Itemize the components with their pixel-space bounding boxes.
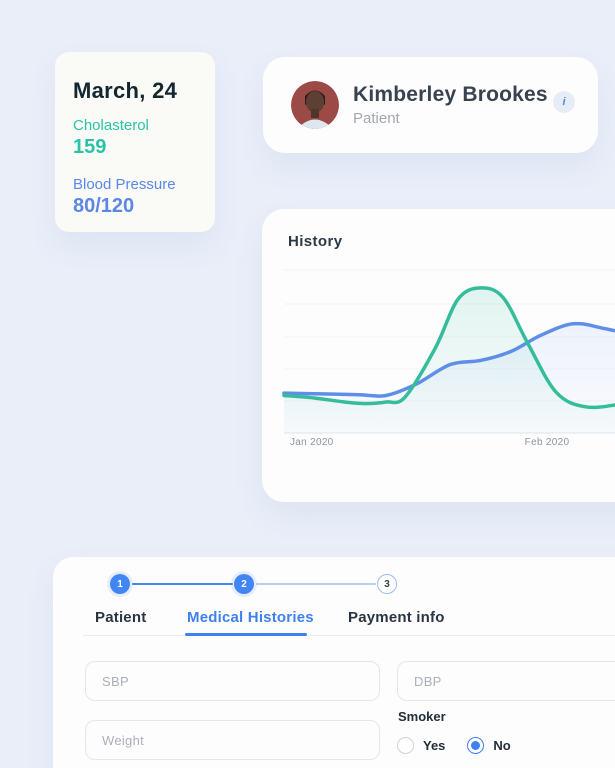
patient-card: Kimberley Brookes Patient i <box>263 57 598 153</box>
step-3[interactable]: 3 <box>377 574 397 594</box>
dbp-input[interactable] <box>397 661 615 701</box>
radio-yes-label[interactable]: Yes <box>423 738 446 753</box>
cholesterol-label: Cholasterol <box>73 117 149 134</box>
x-axis-label-feb: Feb 2020 <box>524 437 570 448</box>
step-connector-1 <box>132 583 233 585</box>
info-icon[interactable]: i <box>553 91 575 113</box>
chart-title: History <box>288 233 343 250</box>
patient-role: Patient <box>353 110 400 127</box>
history-card: History Jan 2020 Feb 2020 <box>262 209 615 502</box>
radio-no-dot <box>471 741 481 750</box>
smoker-label: Smoker <box>398 709 446 724</box>
step-connector-2 <box>256 583 376 585</box>
radio-no[interactable] <box>467 737 485 754</box>
cholesterol-value: 159 <box>73 136 107 158</box>
step-1[interactable]: 1 <box>110 574 130 594</box>
tab-patient[interactable]: Patient <box>95 609 147 626</box>
patient-meta: Kimberley Brookes Patient <box>353 83 548 127</box>
avatar <box>291 81 339 129</box>
x-axis-label-jan: Jan 2020 <box>290 437 334 448</box>
blood-pressure-metric: Blood Pressure 80/120 <box>73 176 201 218</box>
form-card: 1 2 3 Patient Medical Histories Payment … <box>53 557 615 768</box>
step-2[interactable]: 2 <box>234 574 254 594</box>
date-heading: March, 24 <box>73 78 178 103</box>
cholesterol-metric: Cholasterol 159 <box>73 117 201 159</box>
weight-input[interactable] <box>85 720 380 760</box>
blood-pressure-value: 80/120 <box>73 195 135 217</box>
radio-no-label[interactable]: No <box>493 738 511 753</box>
sbp-input[interactable] <box>85 661 380 701</box>
tab-payment-info[interactable]: Payment info <box>348 609 445 626</box>
stat-card: March, 24 Cholasterol 159 Blood Pressure… <box>55 52 215 232</box>
tab-divider <box>83 635 615 636</box>
tab-medical-histories[interactable]: Medical Histories <box>187 609 314 626</box>
smoker-radio-group: Yes No <box>397 737 533 754</box>
line-chart <box>282 269 615 434</box>
blood-pressure-label: Blood Pressure <box>73 176 176 193</box>
patient-name: Kimberley Brookes <box>353 83 548 106</box>
radio-yes[interactable] <box>397 737 414 754</box>
active-tab-underline <box>185 633 307 636</box>
